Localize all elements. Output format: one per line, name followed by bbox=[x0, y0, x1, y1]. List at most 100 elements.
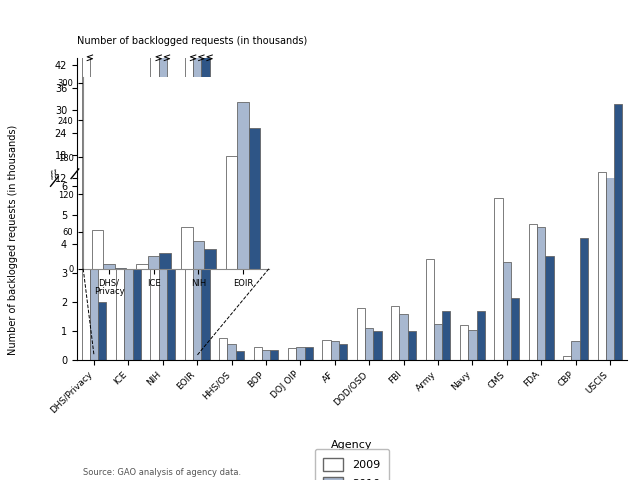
Bar bbox=[460, 218, 468, 223]
Bar bbox=[159, 54, 167, 223]
Bar bbox=[477, 216, 484, 223]
Bar bbox=[296, 347, 305, 360]
Bar bbox=[495, 202, 502, 223]
Text: Number of backlogged requests (in thousands): Number of backlogged requests (in thousa… bbox=[77, 36, 307, 46]
Bar bbox=[545, 209, 554, 223]
Bar bbox=[563, 356, 572, 360]
Bar bbox=[220, 220, 227, 223]
Bar bbox=[305, 347, 313, 360]
Bar bbox=[495, 198, 502, 360]
Bar bbox=[572, 220, 580, 223]
Bar bbox=[331, 341, 339, 360]
Bar bbox=[563, 222, 572, 223]
Bar bbox=[442, 311, 451, 360]
Bar bbox=[408, 219, 416, 223]
Bar bbox=[373, 331, 381, 360]
Bar bbox=[204, 249, 216, 269]
Bar bbox=[98, 302, 106, 360]
Bar bbox=[331, 220, 339, 223]
Bar bbox=[468, 219, 477, 223]
Bar bbox=[132, 0, 141, 360]
Bar bbox=[236, 351, 244, 360]
Bar bbox=[193, 241, 204, 269]
Bar bbox=[82, 0, 90, 223]
Bar bbox=[270, 221, 278, 223]
Bar bbox=[502, 210, 511, 223]
Bar bbox=[434, 324, 442, 360]
Bar bbox=[614, 0, 622, 360]
Bar bbox=[460, 325, 468, 360]
Bar bbox=[511, 298, 519, 360]
Text: //: // bbox=[49, 169, 60, 181]
Bar bbox=[606, 183, 614, 223]
Bar bbox=[305, 221, 313, 223]
Bar bbox=[296, 221, 305, 223]
Bar bbox=[572, 341, 580, 360]
Bar bbox=[116, 157, 124, 360]
Bar bbox=[357, 308, 365, 360]
Bar bbox=[98, 215, 106, 223]
Bar bbox=[511, 215, 519, 223]
Bar bbox=[90, 128, 98, 360]
Bar bbox=[193, 0, 202, 360]
Bar bbox=[357, 216, 365, 223]
Bar bbox=[606, 56, 614, 360]
Bar bbox=[227, 220, 236, 223]
Bar bbox=[181, 227, 193, 269]
Bar bbox=[365, 218, 373, 223]
Bar bbox=[580, 239, 588, 360]
Bar bbox=[124, 0, 132, 360]
Bar bbox=[339, 220, 347, 223]
Bar bbox=[185, 0, 193, 360]
Bar bbox=[399, 313, 408, 360]
Bar bbox=[159, 0, 167, 360]
Bar bbox=[124, 148, 132, 223]
Bar bbox=[237, 102, 249, 269]
Bar bbox=[339, 344, 347, 360]
Bar bbox=[193, 0, 202, 223]
Bar bbox=[580, 207, 588, 223]
Bar bbox=[132, 129, 141, 223]
Bar bbox=[227, 344, 236, 360]
Bar bbox=[253, 221, 262, 223]
Bar bbox=[236, 221, 244, 223]
Bar bbox=[537, 227, 545, 360]
Bar bbox=[477, 311, 484, 360]
Bar bbox=[391, 306, 399, 360]
Text: Number of backlogged requests (in thousands): Number of backlogged requests (in thousa… bbox=[8, 125, 18, 355]
Bar bbox=[225, 156, 237, 269]
Bar bbox=[365, 328, 373, 360]
Bar bbox=[391, 216, 399, 223]
Bar bbox=[502, 262, 511, 360]
Bar bbox=[150, 0, 159, 360]
Bar bbox=[202, 0, 209, 360]
Bar bbox=[202, 0, 209, 223]
Bar bbox=[598, 172, 606, 223]
Bar bbox=[150, 0, 159, 223]
Bar bbox=[185, 0, 193, 223]
Bar bbox=[442, 216, 451, 223]
Bar bbox=[270, 350, 278, 360]
Bar bbox=[426, 259, 434, 360]
Bar bbox=[82, 0, 90, 360]
Bar bbox=[468, 330, 477, 360]
Bar bbox=[434, 218, 442, 223]
Bar bbox=[426, 209, 434, 223]
Bar bbox=[136, 264, 148, 269]
Bar bbox=[323, 220, 331, 223]
Legend: 2009, 2010, 2011: 2009, 2010, 2011 bbox=[314, 449, 390, 480]
Bar bbox=[167, 0, 175, 360]
Bar bbox=[614, 105, 622, 223]
Bar bbox=[288, 221, 296, 223]
Bar bbox=[399, 216, 408, 223]
Bar bbox=[323, 340, 331, 360]
Bar bbox=[545, 256, 554, 360]
Bar bbox=[220, 338, 227, 360]
Bar bbox=[249, 128, 260, 269]
X-axis label: Agency: Agency bbox=[332, 440, 372, 450]
Bar bbox=[529, 205, 537, 223]
Bar bbox=[167, 103, 175, 223]
Bar bbox=[90, 192, 98, 223]
Bar bbox=[262, 350, 270, 360]
Bar bbox=[288, 348, 296, 360]
